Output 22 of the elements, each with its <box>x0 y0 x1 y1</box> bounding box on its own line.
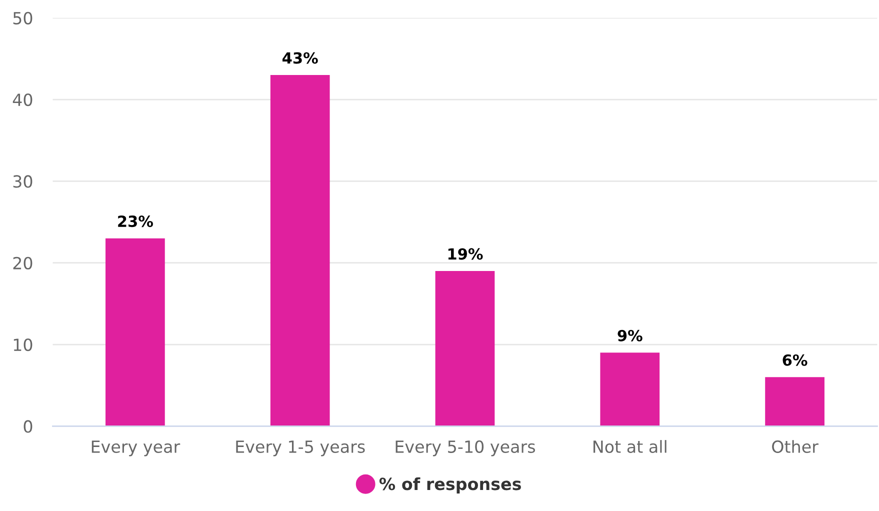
bar <box>600 352 660 426</box>
bar <box>106 238 165 426</box>
y-tick-label: 50 <box>13 12 32 24</box>
x-tick-label: Every 1-5 years <box>236 440 365 456</box>
x-tick-label: Every 5-10 years <box>396 440 535 456</box>
y-tick-label: 0 <box>24 420 32 433</box>
data-label: 6% <box>782 354 808 366</box>
y-tick-label: 20 <box>13 256 32 270</box>
y-tick-label: 30 <box>13 175 32 188</box>
bar <box>435 271 495 426</box>
data-label: 23% <box>118 216 153 228</box>
y-tick-label: 10 <box>14 338 32 352</box>
data-label: 19% <box>448 248 483 260</box>
bar <box>270 75 330 426</box>
bar <box>765 377 824 426</box>
legend-label: % of responses <box>379 477 521 494</box>
y-tick-label: 40 <box>12 94 32 106</box>
x-tick-label: Other <box>772 440 818 453</box>
x-tick-label: Every year <box>92 440 180 456</box>
data-label: 43% <box>282 52 318 64</box>
data-label: 9% <box>618 330 642 342</box>
x-tick-label: Not at all <box>594 440 666 453</box>
